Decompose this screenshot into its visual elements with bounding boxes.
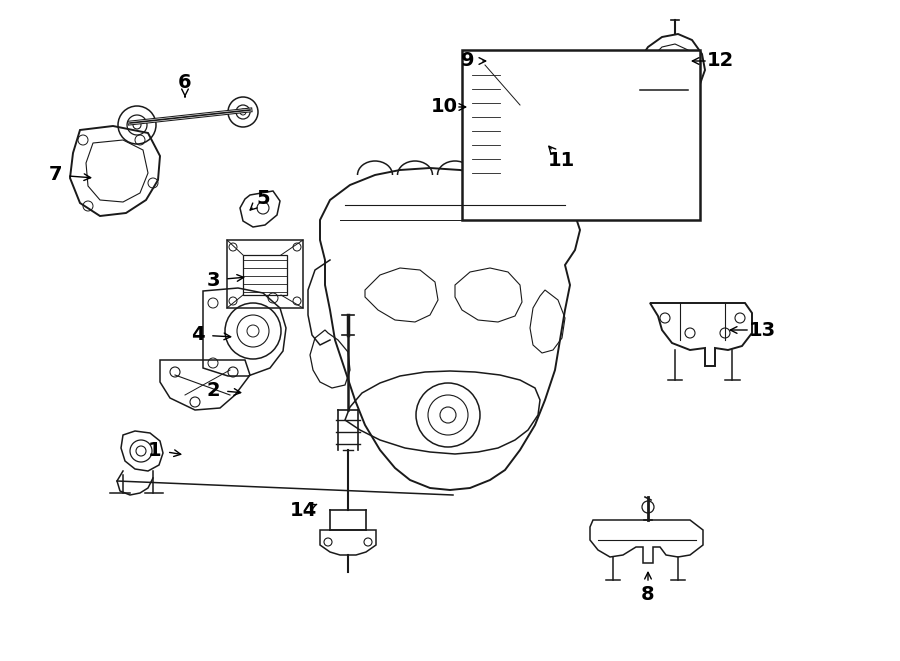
- Polygon shape: [635, 34, 705, 92]
- Text: 3: 3: [206, 270, 220, 290]
- Text: 6: 6: [178, 73, 192, 91]
- Bar: [243, 255, 287, 295]
- Circle shape: [118, 106, 156, 144]
- Text: 11: 11: [547, 151, 574, 169]
- Text: 13: 13: [749, 321, 776, 340]
- Text: 1: 1: [148, 440, 162, 459]
- Text: 14: 14: [290, 500, 317, 520]
- Circle shape: [648, 116, 692, 160]
- Text: 9: 9: [461, 52, 475, 71]
- Text: 5: 5: [256, 188, 270, 208]
- Text: 8: 8: [641, 586, 655, 605]
- Text: 12: 12: [706, 52, 733, 71]
- Circle shape: [512, 127, 548, 163]
- Bar: [227, 240, 303, 308]
- Text: 10: 10: [430, 98, 457, 116]
- Text: 4: 4: [191, 325, 205, 344]
- Text: 2: 2: [206, 381, 220, 399]
- Circle shape: [228, 97, 258, 127]
- Circle shape: [615, 97, 621, 103]
- Polygon shape: [650, 303, 752, 366]
- Polygon shape: [468, 55, 558, 182]
- Circle shape: [583, 65, 653, 135]
- Text: 7: 7: [49, 165, 62, 184]
- Circle shape: [510, 73, 554, 117]
- Bar: [462, 50, 700, 220]
